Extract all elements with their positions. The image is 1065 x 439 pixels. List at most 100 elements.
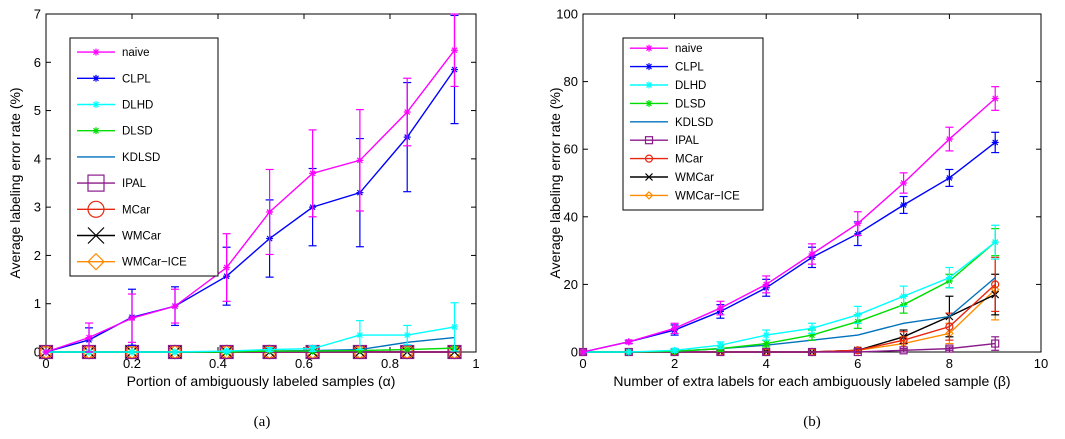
data-point (945, 322, 954, 331)
legend: naive CLPL DLHD DLSD KDLSD IPAL MCar WMCar WMCar… (69, 37, 219, 277)
legend-item: IPAL (630, 135, 700, 147)
data-point (42, 348, 50, 356)
error-bar (945, 346, 954, 351)
legend-marker (645, 173, 653, 181)
data-point (900, 292, 908, 300)
data-point (403, 108, 411, 116)
legend-marker (645, 81, 653, 89)
data-point (991, 339, 1000, 348)
data-point (223, 347, 231, 355)
data-point (945, 274, 953, 282)
legend-label: WMCar−ICE (675, 190, 740, 202)
legend-label: CLPL (122, 73, 151, 85)
series-line (46, 326, 455, 353)
data-point (991, 238, 999, 246)
legend-label: DLHD (675, 80, 706, 92)
data-point (899, 346, 908, 355)
legend-item: KDLSD (630, 117, 713, 129)
y-tick-label: 20 (564, 277, 578, 292)
y-tick-label: 0 (34, 345, 41, 360)
legend-item: MCar (77, 200, 150, 218)
y-tick-label: 40 (564, 209, 578, 224)
y-tick-label: 4 (34, 151, 41, 166)
panel-caption: (b) (803, 414, 821, 430)
y-tick-label: 100 (556, 7, 578, 22)
y-tick-label: 2 (34, 248, 41, 263)
data-point (85, 334, 93, 342)
data-point (356, 156, 364, 164)
y-tick-label: 5 (34, 103, 41, 118)
legend-label: MCar (122, 204, 150, 216)
data-point (128, 348, 136, 356)
data-point (991, 95, 999, 102)
data-point (579, 348, 587, 356)
panel-caption: (a) (254, 414, 271, 430)
legend-item: DLHD (77, 100, 153, 112)
legend-item: IPAL (77, 174, 147, 192)
legend-item: WMCar (630, 172, 714, 184)
data-point (403, 346, 411, 354)
error-bar (899, 348, 908, 353)
y-tick-label: 3 (34, 200, 41, 215)
data-point (807, 347, 817, 357)
series-naive (579, 86, 1000, 356)
data-point (899, 336, 908, 345)
legend-marker (92, 48, 100, 56)
legend-marker (645, 63, 653, 71)
legend-item: CLPL (630, 62, 704, 74)
y-axis-label: Average labeling error rate (%) (547, 87, 563, 278)
data-point (762, 347, 771, 357)
legend-label: WMCar (675, 172, 714, 184)
x-tick-label: 4 (763, 356, 770, 371)
legend-label: KDLSD (122, 152, 160, 164)
legend-marker (92, 127, 100, 135)
legend-item: DLSD (630, 98, 706, 110)
legend-item: KDLSD (77, 152, 160, 164)
legend-marker (644, 191, 654, 200)
legend: naive CLPL DLHD DLSD KDLSD IPAL MCar WMCar WMCar… (622, 37, 764, 211)
legend-item: WMCar−ICE (77, 252, 187, 271)
data-point (671, 324, 679, 332)
data-point (762, 280, 770, 288)
data-point (309, 169, 317, 177)
legend-label: naive (675, 43, 703, 55)
x-tick-label: 0.4 (209, 356, 227, 371)
data-point (400, 344, 415, 360)
data-point (991, 138, 999, 146)
x-tick-label: 2 (671, 356, 678, 371)
series-line (583, 241, 996, 353)
data-point (853, 347, 862, 357)
data-point (900, 201, 908, 209)
legend-marker (92, 74, 100, 82)
legend-label: CLPL (675, 62, 704, 74)
data-point (451, 46, 458, 54)
series-line (582, 97, 996, 353)
legend-marker (644, 136, 654, 145)
legend-marker (92, 101, 100, 108)
data-point (945, 174, 953, 182)
y-tick-label: 80 (564, 74, 578, 89)
data-point (762, 331, 770, 339)
data-point (171, 302, 179, 310)
legend-item: CLPL (77, 73, 151, 85)
legend-label: WMCar (122, 231, 161, 243)
x-axis-label: Portion of ambiguously labeled samples (… (127, 373, 396, 389)
data-point (762, 340, 770, 348)
x-tick-label: 0 (579, 356, 586, 371)
data-point (854, 220, 862, 228)
y-tick-label: 1 (34, 296, 41, 311)
legend-label: DLHD (122, 100, 153, 112)
x-tick-label: 0.8 (381, 356, 399, 371)
x-tick-label: 0 (42, 356, 49, 371)
legend-item: DLSD (77, 126, 153, 138)
data-point (451, 323, 458, 331)
chart-panel-a: 0 0.2 0.4 0.6 0.8 1 0 1 2 3 4 5 6 7 Portion of ambiguo… (7, 7, 480, 431)
legend-label: WMCar−ICE (122, 257, 187, 269)
legend-label: IPAL (675, 135, 700, 147)
y-axis-label: Average labeling error rate (%) (7, 87, 23, 278)
legend-label: DLSD (675, 98, 706, 110)
data-point (262, 344, 277, 360)
legend-label: naive (122, 47, 150, 59)
